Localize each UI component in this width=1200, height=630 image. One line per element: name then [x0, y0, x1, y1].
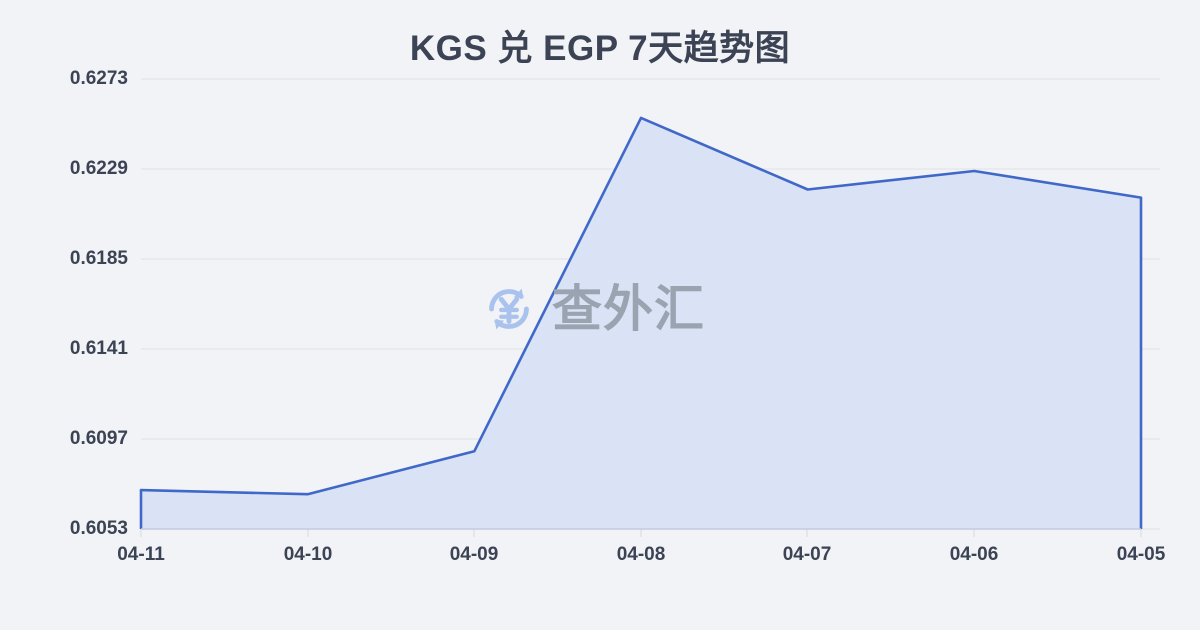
series-area-fill [141, 117, 1141, 530]
y-tick-label: 0.6097 [69, 428, 128, 449]
x-tick-label: 04-10 [283, 544, 333, 565]
y-tick-label: 0.6229 [69, 158, 128, 179]
x-tick-marks [140, 529, 1142, 537]
y-tick-label: 0.6141 [69, 338, 128, 359]
y-tick-label: 0.6053 [69, 518, 128, 539]
x-tick-label: 04-08 [616, 544, 666, 565]
y-tick-label: 0.6273 [69, 68, 128, 89]
y-tick-label: 0.6185 [69, 248, 128, 269]
x-tick-label: 04-05 [1116, 544, 1166, 565]
series-line [139, 116, 1143, 496]
x-tick-label: 04-07 [782, 544, 832, 565]
y-axis: 0.6273 0.6229 0.6185 0.6141 0.6097 0.605… [18, 0, 128, 630]
x-tick-label: 04-06 [949, 544, 999, 565]
x-tick-label: 04-11 [117, 544, 165, 565]
page-title: KGS 兑 EGP 7天趋势图 [409, 29, 791, 68]
x-tick-label: 04-09 [449, 544, 499, 565]
